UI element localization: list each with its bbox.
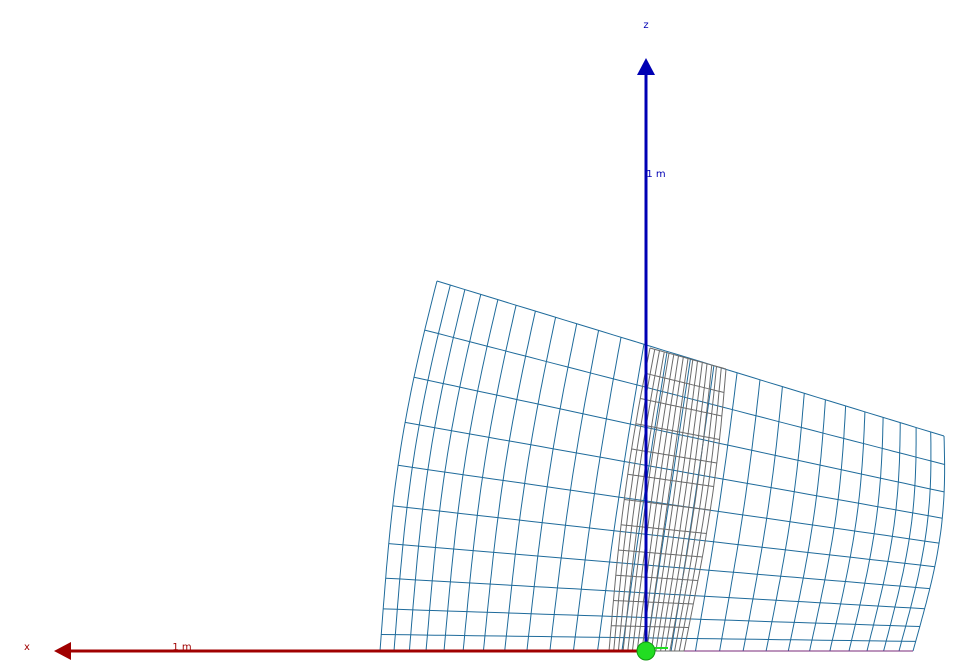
mesh-column-line <box>526 323 578 652</box>
mesh-row-line <box>398 464 940 544</box>
mesh-column-line <box>504 317 557 652</box>
mesh-row-line <box>613 600 694 605</box>
mesh-column-line <box>787 399 826 652</box>
z-axis-arrowhead <box>637 58 655 75</box>
mesh-column-line <box>613 349 656 652</box>
mesh-column-line <box>425 294 482 652</box>
mesh-column-line <box>393 284 451 652</box>
mesh-row-line <box>413 376 945 493</box>
mesh-column-line <box>719 379 761 652</box>
x-axis-tick-label: 1 m <box>172 642 191 653</box>
z-axis: z 1 m <box>637 20 666 651</box>
mesh-row-line <box>624 499 711 511</box>
z-axis-tick-label: 1 m <box>646 169 665 180</box>
mesh-row-line <box>627 473 714 487</box>
mesh-row-line <box>618 549 703 558</box>
x-axis-label: x <box>24 642 30 653</box>
mesh-row-line <box>385 577 925 610</box>
mesh-row-line <box>611 625 689 628</box>
mesh-column-line <box>695 372 738 652</box>
mesh-row-line <box>635 423 720 440</box>
mesh-row-line <box>388 543 930 590</box>
mesh-row-line <box>631 448 717 464</box>
mesh-column-line <box>462 305 517 652</box>
x-axis: x 1 m <box>24 642 646 660</box>
mesh-column-line <box>482 310 536 652</box>
blue-wireframe-mesh <box>379 280 946 652</box>
mesh-column-line <box>572 337 622 652</box>
mesh-row-line <box>644 372 725 393</box>
origin-marker[interactable] <box>636 641 656 661</box>
mesh-column-line <box>765 393 805 652</box>
mesh-row-line <box>621 524 707 534</box>
mesh-row-line <box>424 329 945 465</box>
mesh-row-line <box>640 398 722 417</box>
gray-inner-mesh <box>608 347 727 652</box>
mesh-column-line <box>408 289 466 652</box>
x-axis-arrowhead <box>54 642 71 660</box>
mesh-row-line <box>392 505 935 568</box>
mesh-row-line <box>615 574 698 581</box>
mesh-column-line <box>443 299 499 652</box>
mesh-column-line <box>912 435 946 652</box>
mesh-row-line <box>436 280 945 437</box>
mesh-column-line <box>742 386 783 652</box>
mesh-row-line <box>649 347 727 370</box>
mesh-column-line <box>379 280 438 652</box>
z-axis-label: z <box>643 20 648 31</box>
mesh-row-line <box>405 421 943 519</box>
mesh-column-line <box>549 330 600 652</box>
